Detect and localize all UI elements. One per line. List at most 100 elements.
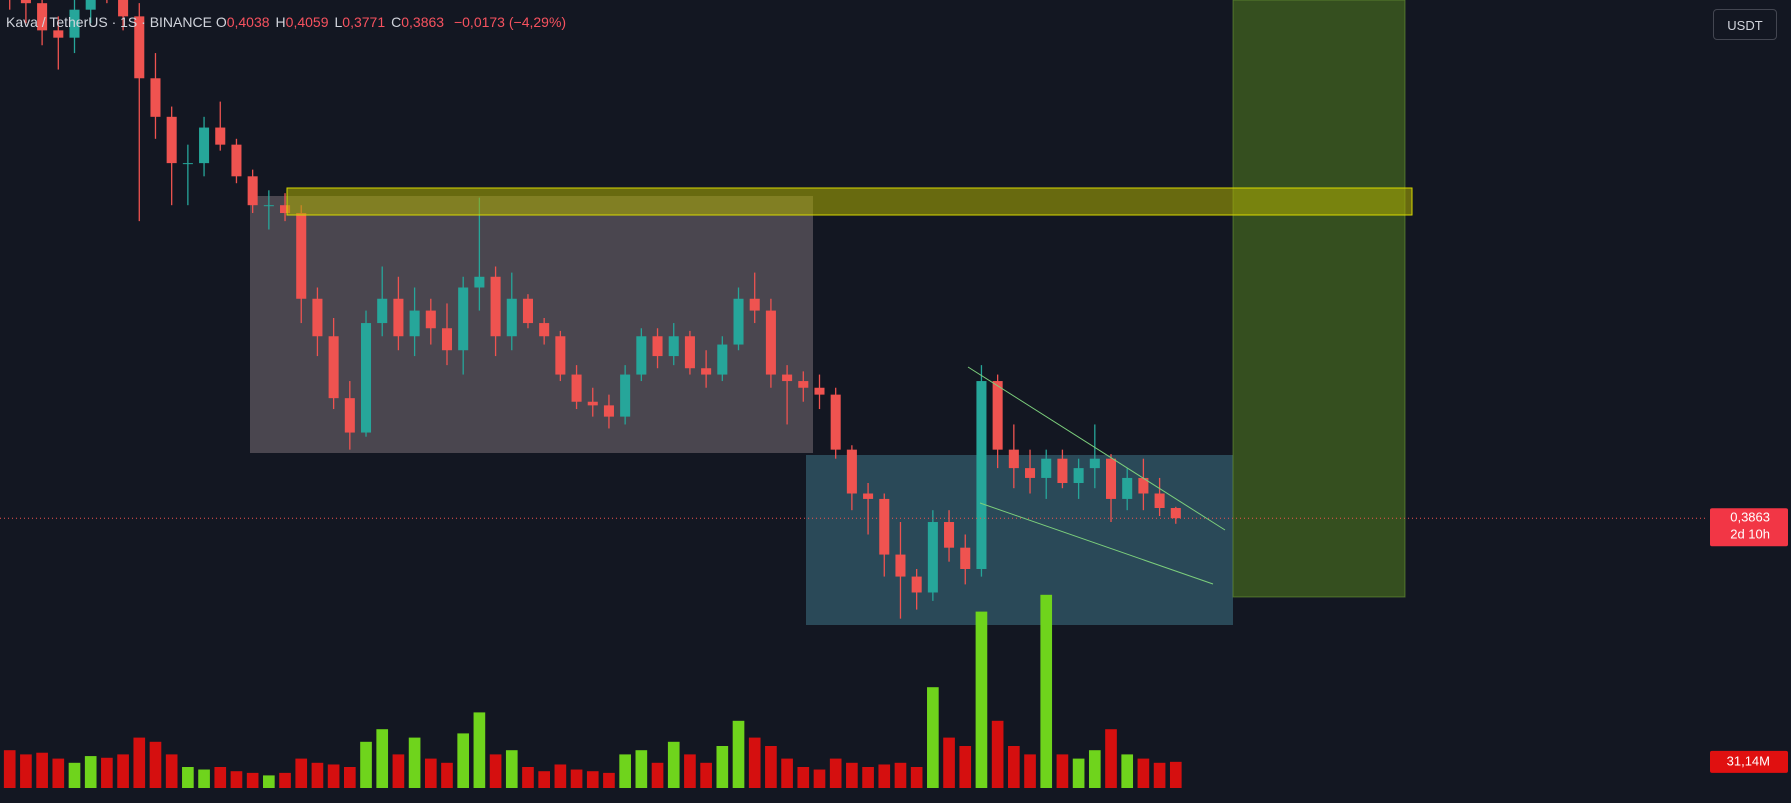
- candle-body: [506, 298, 517, 337]
- volume-bar: [1024, 754, 1036, 788]
- candle-body: [846, 449, 857, 494]
- volume-bar: [3, 750, 16, 788]
- candle-body: [1025, 468, 1036, 478]
- volume-bar: [1137, 758, 1150, 788]
- field-value: 0,3863: [401, 14, 445, 30]
- candle-body: [668, 336, 679, 357]
- candle-body: [782, 374, 793, 382]
- candle-body: [1170, 508, 1181, 519]
- volume-bar: [894, 762, 907, 788]
- volume-bar: [149, 741, 162, 788]
- volume-bar: [1169, 761, 1182, 788]
- candle-body: [344, 398, 355, 433]
- volume-bar: [651, 762, 664, 788]
- candle-body: [571, 374, 582, 402]
- volume-bar: [295, 758, 308, 788]
- volume-bar: [927, 687, 939, 788]
- candle-body: [1041, 458, 1052, 478]
- volume-bar: [538, 771, 550, 788]
- volume-bar: [1056, 754, 1069, 788]
- candle-body: [830, 394, 841, 450]
- candle-body: [296, 213, 307, 299]
- volume-bar: [603, 772, 615, 788]
- candle-body: [409, 310, 420, 337]
- candle-body: [37, 3, 48, 31]
- volume-bar: [846, 762, 858, 788]
- candle-body: [814, 387, 825, 395]
- volume-bar: [732, 720, 745, 788]
- candle-body: [1105, 458, 1117, 499]
- candle-body: [85, 0, 96, 10]
- volume-bar: [441, 762, 453, 788]
- candle-body: [927, 522, 938, 593]
- field-key: L: [334, 14, 343, 30]
- field-key: H: [275, 14, 286, 30]
- candle-body: [555, 336, 566, 375]
- volume-bar: [684, 754, 696, 788]
- candle-body: [587, 401, 598, 406]
- volume-bar: [101, 757, 113, 788]
- volume-bar: [457, 733, 470, 788]
- candle-body: [863, 493, 874, 499]
- volume-bar: [813, 769, 826, 788]
- change: −0,0173 (−4,29%): [453, 14, 567, 30]
- candle-body: [69, 9, 80, 38]
- candle-body: [701, 368, 712, 375]
- volume-bar: [376, 729, 389, 788]
- candle-body: [717, 344, 728, 375]
- volume-bar: [700, 762, 712, 788]
- symbol: Kava / TetherUS · 1S · BINANCE: [6, 14, 212, 30]
- candle-body: [393, 298, 404, 337]
- volume-bar: [424, 758, 437, 788]
- candle-body: [895, 554, 906, 577]
- volume-bar: [1008, 746, 1020, 788]
- volume-bar: [765, 746, 777, 788]
- candle-body: [247, 176, 258, 206]
- candle-body: [1154, 493, 1165, 509]
- candle-body: [879, 498, 890, 555]
- volume-bar: [343, 767, 356, 788]
- candle-body: [944, 522, 955, 548]
- volume-bar: [279, 772, 291, 788]
- candle-body: [1122, 477, 1133, 499]
- candle-body: [992, 381, 1003, 450]
- field-value: 0,4038: [226, 14, 270, 30]
- volume-bar: [198, 769, 210, 788]
- volume-bar: [1088, 750, 1101, 788]
- candle-body: [312, 298, 323, 337]
- range-box: [250, 196, 813, 453]
- candle-body: [684, 336, 695, 369]
- candle-body: [377, 298, 388, 324]
- candle-body: [231, 144, 242, 177]
- target-box: [1232, 0, 1406, 598]
- accumulation-box: [806, 455, 1233, 625]
- candle-body: [458, 287, 469, 351]
- axis-labels: 0,3863 2d 10h 31,14M: [1710, 508, 1788, 773]
- candle-body: [182, 163, 193, 165]
- volume-bar: [392, 754, 405, 788]
- field-value: 0,3771: [342, 14, 386, 30]
- volume-bar: [68, 762, 81, 788]
- volume-bar: [570, 769, 583, 788]
- volume-bar: [991, 720, 1004, 788]
- volume-tag-label: 31,14M: [1727, 753, 1770, 768]
- volume-bar: [214, 767, 227, 788]
- currency-button[interactable]: USDT: [1713, 9, 1777, 40]
- volume-bar: [910, 767, 923, 788]
- candle-body: [1073, 468, 1084, 484]
- volume-bar: [959, 746, 972, 788]
- volume-bar: [781, 758, 793, 788]
- candle-body: [20, 0, 31, 4]
- volume-bar: [943, 737, 955, 788]
- candle-body: [1008, 449, 1019, 469]
- volume-bar: [263, 775, 275, 788]
- candle-body: [522, 298, 533, 324]
- volume-bar: [20, 754, 32, 788]
- candle-body: [53, 30, 64, 38]
- candle-body: [1089, 458, 1100, 469]
- candle-body: [636, 336, 647, 375]
- volume-bar: [554, 764, 567, 788]
- price-tag: [1710, 508, 1788, 547]
- volume-bar: [133, 737, 146, 788]
